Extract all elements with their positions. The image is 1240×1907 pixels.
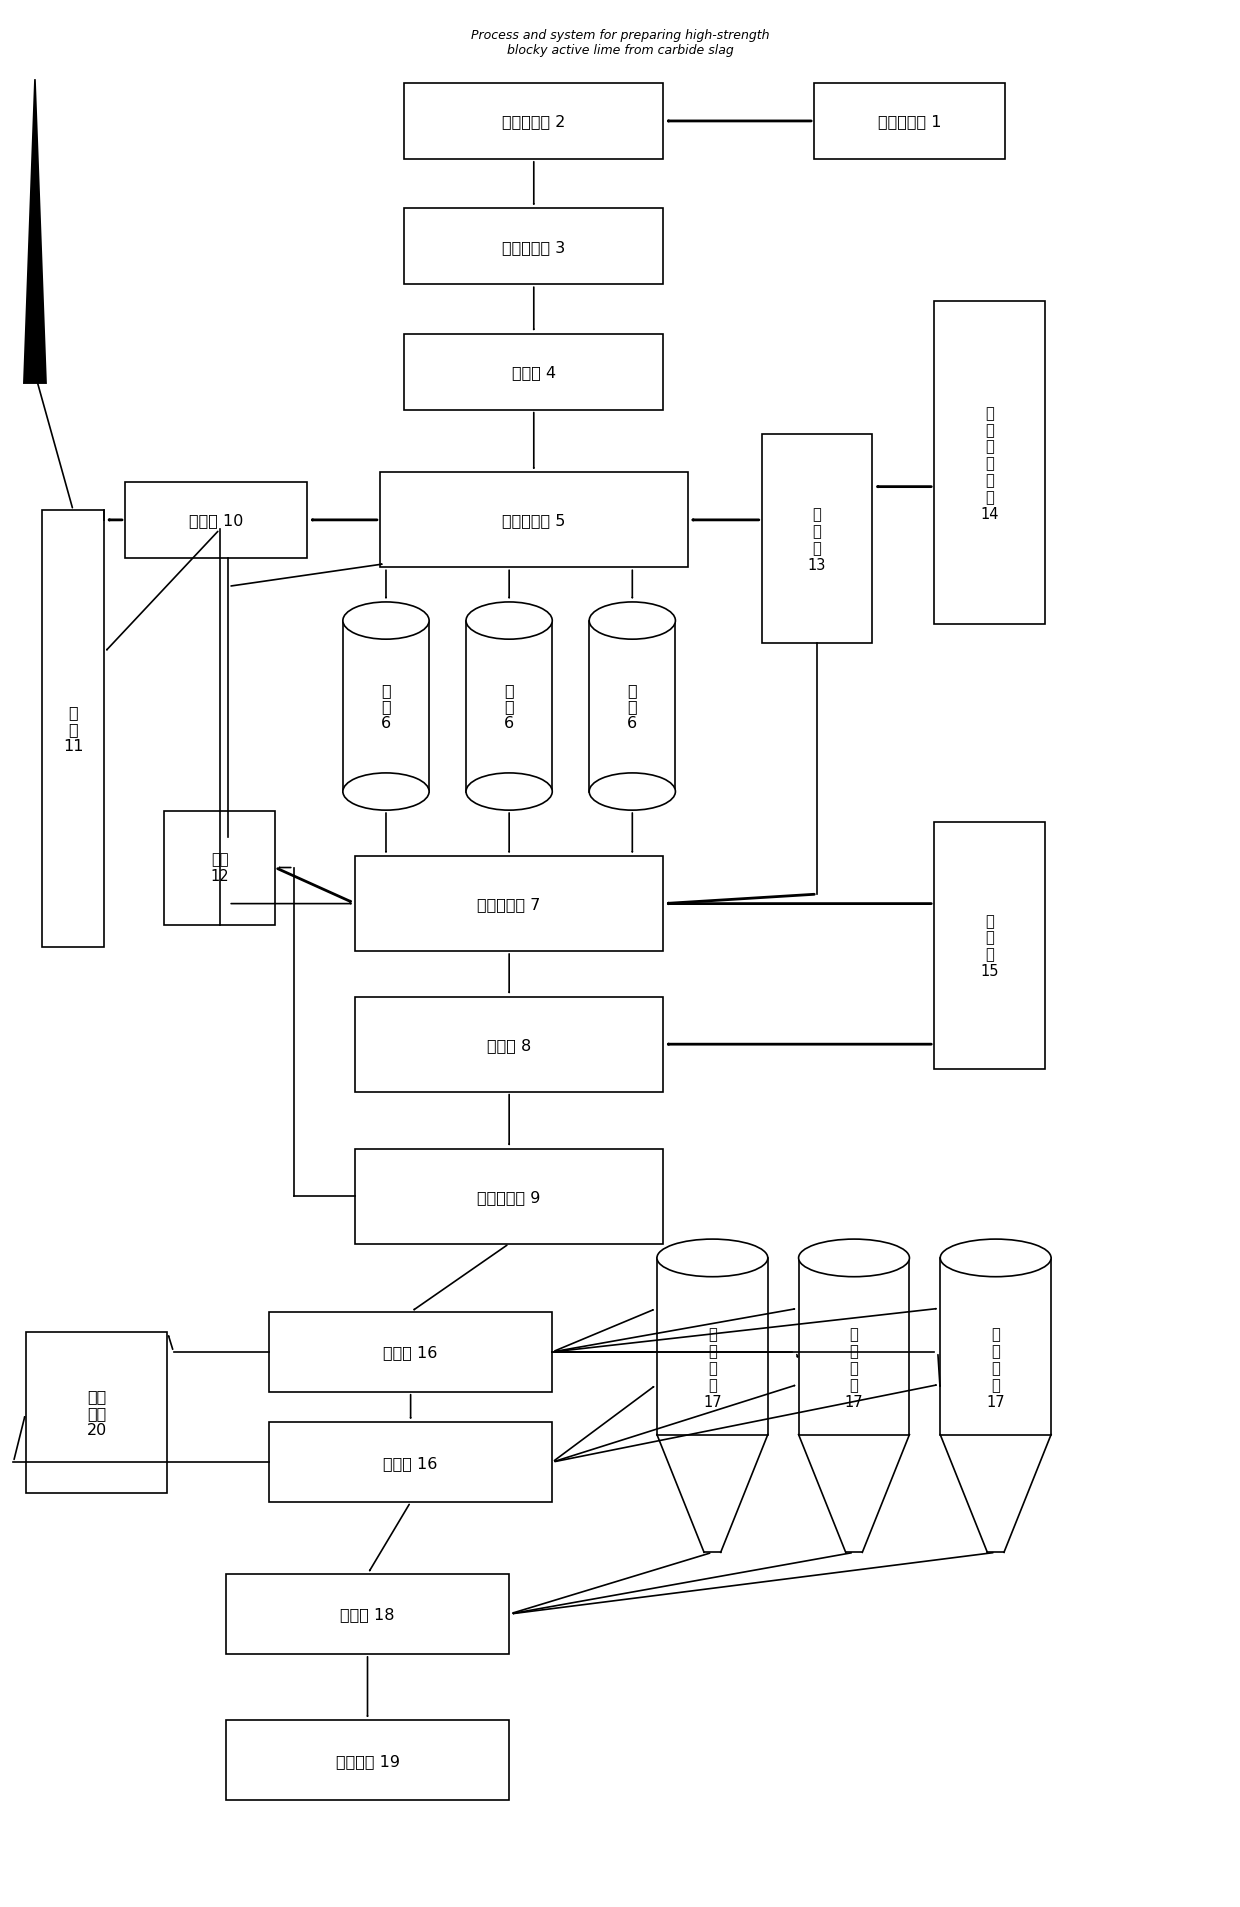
FancyBboxPatch shape [42, 511, 104, 948]
Text: 电
石
炉
气
管
道
14: 电 石 炉 气 管 道 14 [981, 406, 998, 521]
Ellipse shape [466, 603, 552, 641]
FancyBboxPatch shape [164, 810, 275, 925]
Text: 多级预热器 7: 多级预热器 7 [477, 896, 541, 912]
Text: 气
烧
炉
13: 气 烧 炉 13 [808, 507, 826, 572]
Text: 除尘器 10: 除尘器 10 [188, 513, 243, 528]
FancyBboxPatch shape [226, 1575, 510, 1653]
Text: 空
气
源
15: 空 气 源 15 [981, 913, 998, 978]
Text: 成
品
灰
仓
17: 成 品 灰 仓 17 [986, 1327, 1004, 1409]
Ellipse shape [799, 1240, 909, 1278]
FancyBboxPatch shape [404, 334, 663, 410]
FancyBboxPatch shape [226, 1720, 510, 1800]
Text: Process and system for preparing high-strength
blocky active lime from carbide s: Process and system for preparing high-st… [471, 29, 769, 57]
Text: 小
仓
6: 小 仓 6 [505, 683, 515, 730]
Text: 压球机 18: 压球机 18 [340, 1608, 394, 1621]
Text: 电石渣堆场 1: 电石渣堆场 1 [878, 114, 941, 130]
Ellipse shape [940, 1240, 1052, 1278]
Text: 成
品
灰
仓
17: 成 品 灰 仓 17 [703, 1327, 722, 1409]
FancyBboxPatch shape [813, 84, 1004, 160]
FancyBboxPatch shape [269, 1312, 552, 1392]
FancyBboxPatch shape [355, 856, 663, 952]
Text: 成品仓库 19: 成品仓库 19 [336, 1753, 399, 1768]
FancyBboxPatch shape [355, 997, 663, 1093]
FancyBboxPatch shape [269, 1423, 552, 1503]
FancyBboxPatch shape [657, 1259, 768, 1434]
Ellipse shape [589, 774, 676, 810]
FancyBboxPatch shape [934, 301, 1045, 625]
FancyBboxPatch shape [343, 622, 429, 791]
FancyBboxPatch shape [940, 1259, 1052, 1434]
Text: 分解炉 8: 分解炉 8 [487, 1037, 531, 1053]
Text: 成
品
灰
仓
17: 成 品 灰 仓 17 [844, 1327, 863, 1409]
FancyBboxPatch shape [26, 1333, 167, 1493]
Text: 小
仓
6: 小 仓 6 [627, 683, 637, 730]
FancyBboxPatch shape [125, 482, 308, 559]
FancyBboxPatch shape [466, 622, 552, 791]
Text: 皮带输送机 3: 皮带输送机 3 [502, 240, 565, 256]
Text: 烟
道
11: 烟 道 11 [63, 706, 83, 753]
FancyBboxPatch shape [761, 435, 873, 645]
FancyBboxPatch shape [589, 622, 676, 791]
FancyBboxPatch shape [379, 473, 688, 568]
Text: 旋风分离器 9: 旋风分离器 9 [477, 1190, 541, 1203]
FancyBboxPatch shape [404, 84, 663, 160]
Text: 小
仓
6: 小 仓 6 [381, 683, 391, 730]
Text: 旋振筛 16: 旋振筛 16 [383, 1455, 438, 1470]
FancyBboxPatch shape [404, 210, 663, 286]
Text: 杂质
堆场
20: 杂质 堆场 20 [87, 1388, 107, 1438]
Polygon shape [24, 80, 46, 383]
Ellipse shape [589, 603, 676, 641]
FancyBboxPatch shape [355, 1150, 663, 1243]
FancyBboxPatch shape [934, 822, 1045, 1070]
Ellipse shape [466, 774, 552, 810]
Ellipse shape [343, 603, 429, 641]
Text: 烘干破碎机 5: 烘干破碎机 5 [502, 513, 565, 528]
Text: 余热
12: 余热 12 [211, 852, 229, 885]
FancyBboxPatch shape [799, 1259, 909, 1434]
Ellipse shape [657, 1240, 768, 1278]
Text: 旋振筛 16: 旋振筛 16 [383, 1344, 438, 1360]
Text: 地埋式料斗 2: 地埋式料斗 2 [502, 114, 565, 130]
Ellipse shape [343, 774, 429, 810]
Text: 提升机 4: 提升机 4 [512, 364, 556, 379]
